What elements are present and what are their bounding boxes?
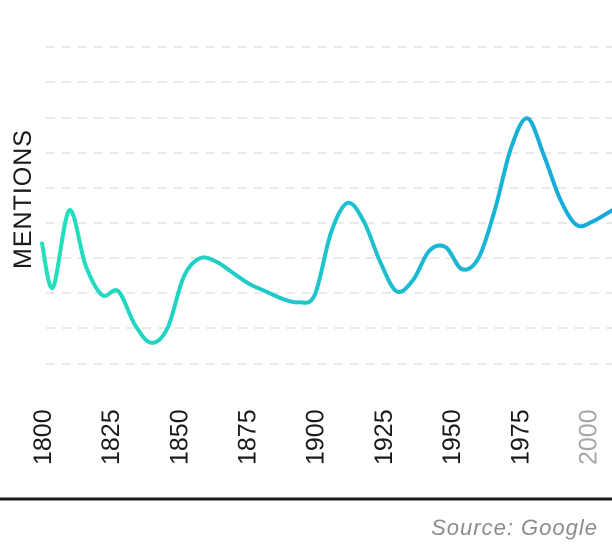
line-layer — [40, 116, 612, 345]
x-tick-label-1875: 1875 — [234, 409, 262, 465]
x-tick-label-1900: 1900 — [302, 409, 330, 465]
x-tick-label-1850: 1850 — [165, 409, 193, 465]
x-axis-ticks: 1800 1825 1850 1875 1900 1925 1950 1975 2000 — [29, 409, 603, 465]
grid-layer — [46, 46, 612, 365]
x-tick-label-1975: 1975 — [506, 409, 534, 465]
x-tick-label-1800: 1800 — [29, 409, 57, 465]
x-tick-label-1825: 1825 — [97, 409, 125, 465]
x-tick-label-1950: 1950 — [438, 409, 466, 465]
source-credit: Source: Google — [431, 515, 598, 540]
x-tick-label-2000: 2000 — [575, 409, 603, 465]
series-line-0 — [40, 116, 612, 345]
x-tick-label-1925: 1925 — [370, 409, 398, 465]
y-axis-label: MENTIONS — [9, 129, 37, 269]
